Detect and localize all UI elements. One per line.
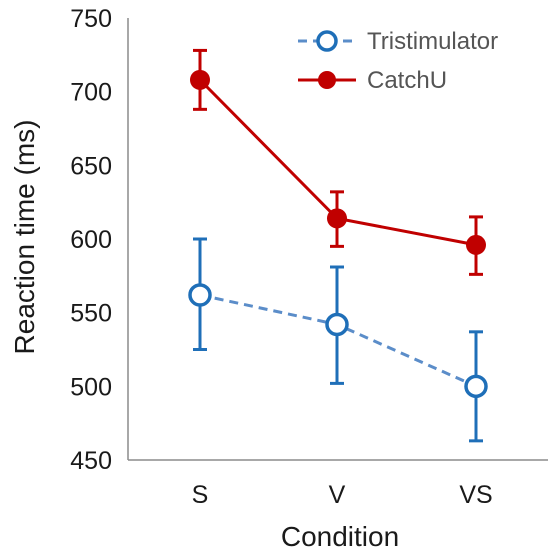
data-point (188, 283, 212, 307)
x-tick-label: VS (459, 481, 492, 509)
y-tick-label: 750 (70, 5, 112, 33)
legend: Tristimulator CatchU (298, 28, 498, 94)
data-point (466, 234, 486, 255)
y-tick-label: 550 (70, 300, 112, 328)
legend-label: Tristimulator (367, 28, 498, 55)
data-point (464, 374, 488, 399)
x-tick-label: V (329, 481, 346, 509)
series-catchu (190, 48, 486, 276)
data-point (325, 312, 349, 337)
series-layer (188, 48, 488, 443)
y-axis-title: Reaction time (ms) (9, 120, 40, 355)
legend-label: CatchU (367, 67, 447, 94)
x-tick-labels: S V VS (192, 481, 493, 509)
axes (127, 18, 548, 461)
data-point (190, 69, 210, 90)
y-tick-label: 650 (70, 152, 112, 180)
x-tick-label: S (192, 481, 209, 509)
x-axis-title: Condition (281, 521, 399, 552)
legend-marker (316, 30, 338, 52)
legend-item: Tristimulator (298, 28, 498, 55)
y-tick-label: 700 (70, 79, 112, 107)
y-tick-labels: 450 500 550 600 650 700 750 (70, 5, 112, 475)
legend-item: CatchU (298, 67, 447, 94)
y-tick-label: 600 (70, 226, 112, 254)
y-tick-label: 500 (70, 373, 112, 401)
data-point (327, 208, 347, 229)
legend-marker (318, 71, 336, 89)
y-tick-label: 450 (70, 447, 112, 475)
series-tristimulator (188, 237, 488, 443)
